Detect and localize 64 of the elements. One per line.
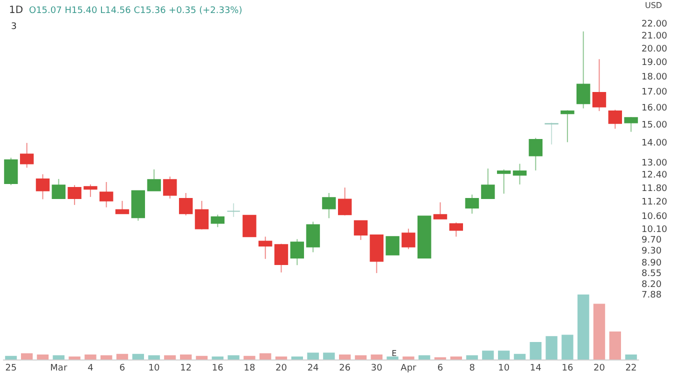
x-tick-label: 16 bbox=[562, 364, 574, 374]
y-tick-label: 9.70 bbox=[642, 236, 662, 246]
x-tick-label: 10 bbox=[498, 364, 510, 374]
y-tick-label: 8.20 bbox=[642, 280, 662, 290]
y-tick-label: 20.00 bbox=[642, 44, 668, 54]
candlestick bbox=[242, 214, 256, 238]
y-tick-label: 22.00 bbox=[642, 19, 668, 30]
y-tick-label: 8.90 bbox=[642, 258, 662, 268]
y-tick-label: 12.40 bbox=[642, 170, 668, 181]
x-tick-label: 8 bbox=[469, 364, 476, 374]
y-tick-label: 8.55 bbox=[642, 268, 662, 279]
chart-title: 1D bbox=[9, 5, 24, 16]
x-tick-label: Mar bbox=[50, 364, 68, 374]
x-tick-label: Apr bbox=[400, 364, 417, 374]
x-tick-label: 16 bbox=[212, 364, 224, 374]
bar bbox=[608, 330, 622, 360]
bar bbox=[306, 352, 320, 360]
x-tick-label: 4 bbox=[88, 364, 94, 374]
x-tick-label: 20 bbox=[594, 364, 606, 374]
y-tick-label: 15.00 bbox=[642, 120, 668, 130]
bar bbox=[226, 354, 240, 360]
x-tick-label: 18 bbox=[244, 364, 256, 374]
x-tick-label: 12 bbox=[180, 364, 192, 374]
x-tick-label: 30 bbox=[370, 364, 383, 374]
y-tick-label: 13.00 bbox=[642, 158, 668, 168]
y-tick-label: 10.10 bbox=[642, 224, 668, 235]
bar bbox=[322, 352, 336, 360]
x-tick-label: 6 bbox=[119, 364, 126, 374]
x-tick-label: 25 bbox=[5, 364, 17, 374]
y-tick-label: 18.00 bbox=[642, 72, 668, 82]
annotation: E bbox=[392, 349, 397, 358]
y-tick-label: 19.00 bbox=[642, 58, 668, 68]
bar bbox=[147, 354, 161, 360]
bar bbox=[560, 334, 574, 360]
y-tick-label: 9.30 bbox=[642, 246, 662, 257]
y-tick-label: 17.00 bbox=[642, 87, 668, 98]
y-tick-label: 14.00 bbox=[642, 138, 668, 149]
x-tick-label: 20 bbox=[276, 364, 288, 374]
x-tick-label: 10 bbox=[148, 364, 160, 374]
y-tick-label: 11.20 bbox=[642, 198, 668, 208]
y-tick-label: 11.80 bbox=[642, 184, 668, 194]
y-tick-label: 16.00 bbox=[642, 103, 668, 114]
x-tick-label: 6 bbox=[437, 364, 444, 374]
y-tick-label: 21.00 bbox=[642, 32, 668, 42]
candlestick bbox=[386, 236, 400, 256]
bar bbox=[496, 350, 511, 360]
annotation: 3 bbox=[11, 22, 17, 32]
bar bbox=[592, 302, 606, 360]
bar bbox=[20, 352, 34, 360]
x-tick-label: 14 bbox=[530, 364, 542, 374]
annotation: O15.07 H15.40 L14.56 C15.36 +0.35 (+2.33%) bbox=[29, 6, 242, 16]
bar bbox=[544, 335, 558, 360]
y-axis-title: USD bbox=[645, 1, 662, 10]
x-tick-label: 22 bbox=[625, 364, 637, 374]
bar bbox=[465, 354, 479, 360]
x-tick-label: 24 bbox=[307, 364, 320, 374]
bar bbox=[528, 341, 543, 360]
bar bbox=[576, 294, 590, 360]
bar bbox=[258, 352, 272, 360]
x-tick-label: 26 bbox=[339, 364, 351, 374]
y-tick-label: 10.60 bbox=[642, 212, 668, 222]
bar bbox=[163, 354, 177, 360]
y-tick-label: 7.88 bbox=[642, 290, 662, 300]
bar bbox=[481, 350, 495, 360]
